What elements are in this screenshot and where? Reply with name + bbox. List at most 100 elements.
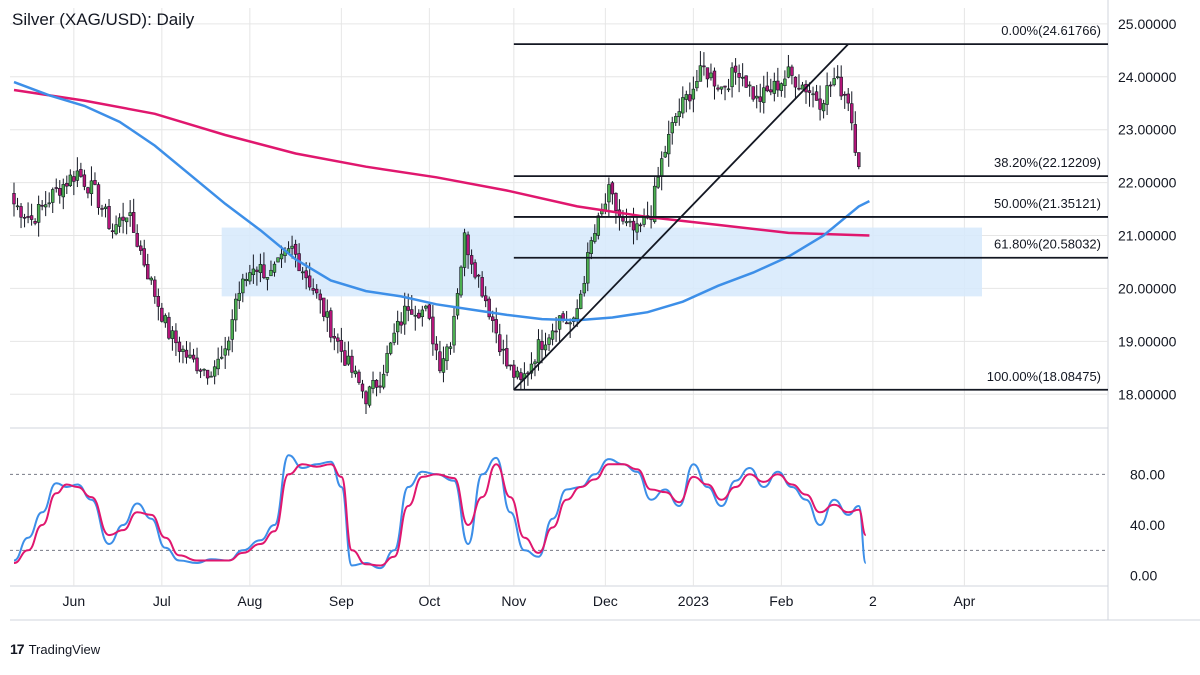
- candle-body: [846, 93, 850, 104]
- x-tick-label: Feb: [769, 593, 793, 609]
- candle-body: [476, 274, 481, 277]
- candle-body: [628, 220, 632, 223]
- candle-body: [241, 278, 245, 294]
- candle-body: [814, 91, 819, 101]
- candle-body: [688, 94, 692, 102]
- candle-body: [251, 268, 256, 276]
- candle-body: [86, 187, 90, 194]
- candle-body: [723, 85, 727, 88]
- candle-body: [395, 320, 400, 333]
- candle-body: [392, 332, 396, 343]
- candle-body: [843, 93, 847, 96]
- x-tick-label: Oct: [418, 593, 440, 609]
- candle-body: [184, 349, 189, 358]
- candle-body: [149, 277, 153, 281]
- candle-body: [332, 336, 337, 339]
- candle-body: [378, 385, 382, 388]
- x-tick-label: Apr: [954, 593, 976, 609]
- candle-body: [716, 87, 720, 90]
- candle-body: [262, 264, 266, 279]
- candle-body: [272, 263, 277, 273]
- candle-body: [797, 87, 801, 90]
- y-tick-label: 18.00000: [1118, 386, 1177, 402]
- candle-body: [575, 308, 579, 320]
- candle-body: [367, 386, 372, 406]
- candle-body: [659, 158, 664, 177]
- y-tick-label: 22.00000: [1118, 175, 1177, 191]
- candle-body: [100, 208, 104, 210]
- fibonacci-level-label: 100.00%(18.08475): [987, 369, 1101, 384]
- candle-body: [547, 337, 551, 345]
- candle-body: [652, 185, 657, 222]
- candle-body: [33, 220, 37, 224]
- y-tick-label: 25.00000: [1118, 16, 1177, 32]
- candle-body: [40, 204, 44, 207]
- candle-body: [557, 315, 562, 330]
- candle-body: [413, 314, 417, 317]
- candle-body: [300, 271, 305, 274]
- candle-body: [434, 343, 439, 351]
- candle-body: [621, 217, 625, 222]
- candle-body: [487, 298, 491, 318]
- candle-body: [205, 369, 210, 379]
- candle-body: [36, 204, 41, 223]
- candle-body: [811, 93, 815, 96]
- candle-body: [533, 361, 537, 365]
- candle-body: [388, 342, 393, 354]
- candle-body: [424, 305, 428, 309]
- x-tick-label: 2023: [678, 593, 709, 609]
- candle-body: [853, 124, 857, 153]
- candle-body: [51, 189, 55, 203]
- chart-title: Silver (XAG/USD): Daily: [12, 10, 195, 29]
- candle-body: [677, 111, 681, 118]
- fibonacci-level-label: 38.20%(22.12209): [994, 155, 1101, 170]
- candle-body: [466, 234, 470, 256]
- candle-body: [191, 354, 196, 360]
- x-tick-label: Jul: [153, 593, 171, 609]
- candle-body: [96, 184, 101, 208]
- candle-body: [103, 206, 108, 210]
- candle-body: [698, 65, 703, 82]
- candle-body: [515, 370, 520, 378]
- y-tick-label: 20.00000: [1118, 280, 1177, 296]
- candle-body: [790, 66, 794, 76]
- candle-body: [276, 257, 280, 263]
- candle-body: [491, 316, 495, 321]
- candle-body: [385, 353, 389, 373]
- candle-body: [265, 277, 270, 280]
- candle-body: [307, 275, 312, 288]
- candle-body: [142, 248, 146, 266]
- fibonacci-trend-line: [513, 43, 849, 391]
- stochastic-k-line: [13, 454, 867, 570]
- candle-body: [638, 224, 643, 227]
- candle-body: [188, 354, 192, 358]
- candle-body: [139, 245, 143, 251]
- candle-body: [695, 81, 699, 89]
- candle-body: [709, 72, 713, 79]
- candle-body: [93, 180, 97, 185]
- tradingview-brand[interactable]: 17 TradingView: [10, 641, 100, 657]
- candle-body: [656, 176, 660, 188]
- candle-body: [110, 230, 115, 233]
- candle-body: [230, 319, 234, 340]
- x-tick-label: Jun: [63, 593, 86, 609]
- candle-body: [343, 350, 347, 366]
- candle-body: [751, 86, 755, 100]
- candle-body: [674, 116, 678, 123]
- candle-body: [712, 70, 717, 87]
- candle-body: [29, 215, 34, 220]
- candle-body: [744, 75, 748, 88]
- candle-body: [624, 221, 629, 224]
- tradingview-logo-icon: 17: [10, 641, 25, 657]
- x-tick-label: Aug: [237, 593, 262, 609]
- candle-body: [244, 278, 249, 282]
- fibonacci-level-label: 0.00%(24.61766): [1001, 23, 1101, 38]
- candle-body: [58, 188, 62, 196]
- candle-body: [779, 83, 784, 91]
- candle-body: [614, 192, 618, 211]
- candle-body: [227, 340, 231, 351]
- candle-body: [667, 134, 671, 155]
- candle-body: [670, 122, 674, 134]
- stochastic-y-tick-label: 40.00: [1130, 517, 1165, 533]
